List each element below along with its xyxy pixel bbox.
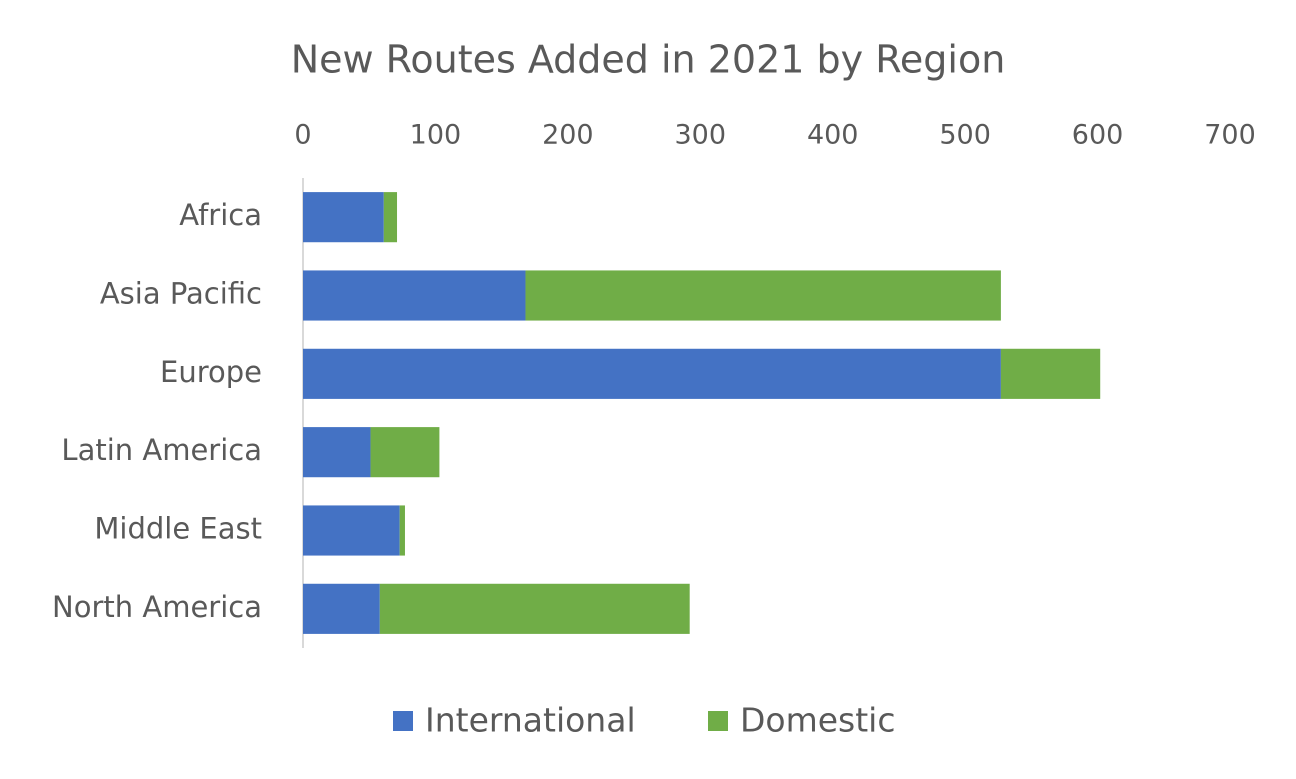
x-tick-label: 600 — [1072, 120, 1124, 151]
y-tick-label: Middle East — [94, 512, 262, 546]
legend-swatch — [393, 711, 413, 731]
bar-segment — [383, 192, 398, 243]
x-tick-label: 300 — [675, 120, 727, 151]
bar-segment — [303, 192, 384, 243]
y-tick-label: Europe — [160, 355, 262, 389]
bar-segment — [303, 505, 400, 556]
legend-label: Domestic — [740, 701, 896, 740]
bar-segment — [303, 348, 1001, 399]
bar-segment — [1000, 348, 1101, 399]
x-tick-label: 700 — [1204, 120, 1256, 151]
bar-segment — [525, 270, 1001, 321]
x-tick-label: 400 — [807, 120, 859, 151]
x-tick-label: 200 — [542, 120, 594, 151]
bar-segment — [303, 583, 380, 634]
bar-segment — [370, 427, 440, 478]
x-tick-label: 0 — [294, 120, 311, 151]
legend-label: International — [425, 701, 636, 740]
y-tick-label: Latin America — [61, 433, 262, 467]
x-tick-label: 100 — [410, 120, 462, 151]
bar-segment — [399, 505, 405, 556]
chart-title: New Routes Added in 2021 by Region — [291, 38, 1006, 82]
x-tick-label: 500 — [939, 120, 991, 151]
bar-segment — [379, 583, 690, 634]
legend-swatch — [708, 711, 728, 731]
bar-segment — [303, 427, 371, 478]
y-tick-label: Africa — [179, 198, 262, 232]
bar-segment — [303, 270, 526, 321]
y-tick-label: North America — [52, 590, 262, 624]
y-tick-label: Asia Pacific — [100, 277, 262, 311]
